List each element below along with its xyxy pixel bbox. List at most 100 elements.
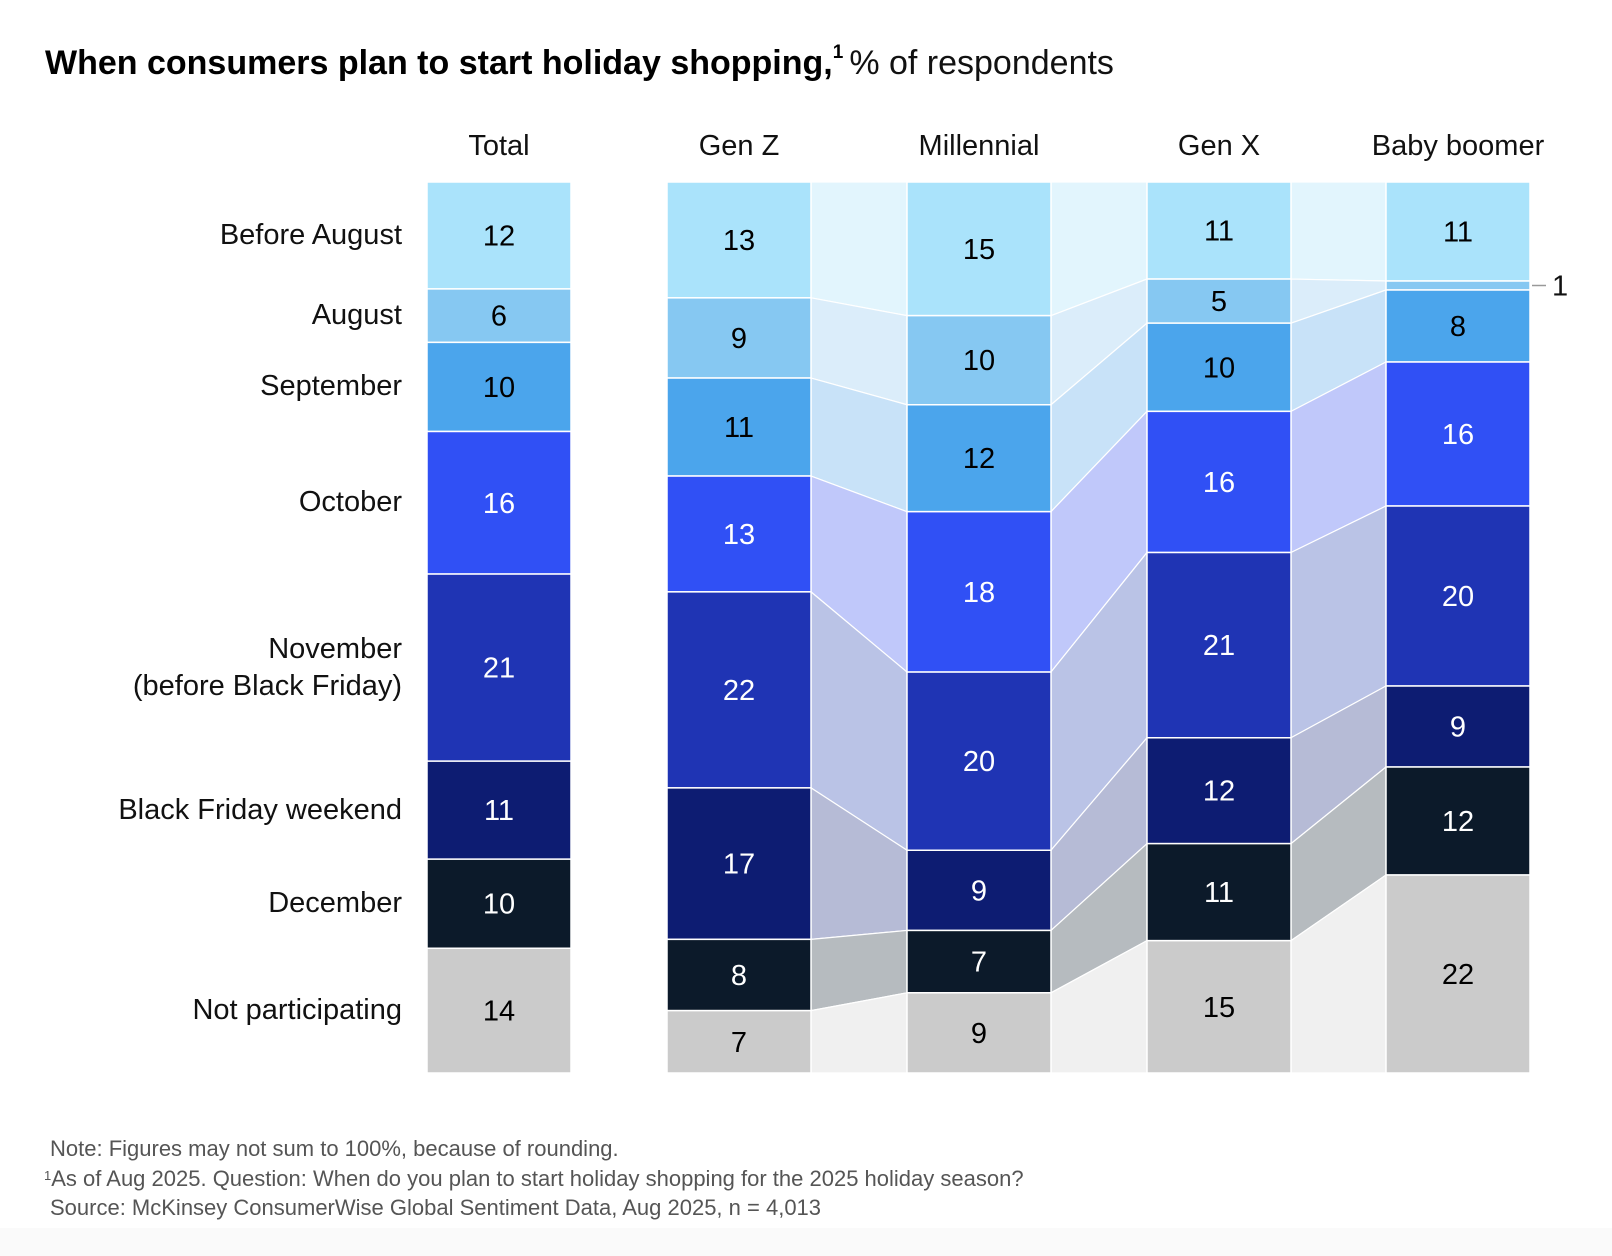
bar-segment [906,671,1052,851]
bar-segment [906,510,1052,673]
value-labels: 12 6 10 16 21 11 10 14 13 9 11 13 22 17 8 7 15 10 12 18 20 9 7… [483,216,1474,1059]
value-label: 13 [723,519,755,551]
bar-segment [666,297,812,379]
connector-band [1290,181,1387,282]
value-label: 11 [484,795,514,827]
value-label: 10 [963,345,995,377]
value-label: 14 [483,996,515,1028]
value-label: 5 [1211,286,1227,318]
bar-segment [1385,874,1531,1074]
bar-segment [426,760,572,860]
page-bottom-band [0,1228,1612,1256]
row-label: December [268,887,402,920]
column-header: Baby boomer [1371,130,1545,162]
bar-segment [666,787,812,941]
value-label: 22 [1442,959,1474,991]
value-label: 11 [1443,217,1473,249]
value-label: 6 [491,301,507,333]
row-label: October [298,486,402,519]
value-label: 16 [483,488,515,520]
bar-segment [1146,737,1292,845]
column-header: Gen Z [698,130,780,162]
value-label: 18 [963,577,995,609]
value-label: 15 [963,234,995,266]
chart-subtitle: % of respondents [849,44,1114,82]
bar-segment [906,404,1052,513]
bar-segment [1146,939,1292,1074]
column-header: Gen X [1177,130,1261,162]
bar-segment [906,929,1052,994]
value-label: 10 [483,372,515,404]
bar-segment [1385,766,1531,876]
bar-segment [426,858,572,950]
column-header: Total [468,130,530,162]
chart-title: When consumers plan to start holiday sho… [45,42,1114,83]
title-footnote-mark: 1 [832,42,844,63]
value-label: 20 [963,746,995,778]
bar-segment [666,377,812,477]
callouts: 1 [1532,271,1568,303]
row-label: Black Friday weekend [118,793,402,826]
value-label: 11 [724,412,754,444]
bar-segment [1146,181,1292,280]
row-label: August [311,299,402,332]
bar-segment [666,475,812,593]
value-label: 7 [971,947,987,979]
bar-segment [906,314,1052,406]
value-label: 9 [731,323,747,355]
value-label: 16 [1203,467,1235,499]
value-label: 20 [1442,581,1474,613]
bar-segment [906,992,1052,1074]
footer-footnote-mark: 1 [44,1168,52,1183]
bar-segment [426,341,572,433]
value-label: 9 [971,875,987,907]
bar-segment [426,573,572,762]
callout-label: 1 [1552,271,1568,303]
value-label: 8 [1450,311,1466,343]
value-label: 12 [483,220,515,252]
value-label: 10 [483,889,515,921]
value-label: 11 [1204,216,1234,248]
value-label: 21 [1203,630,1235,662]
value-label: 9 [1450,712,1466,744]
value-label: 8 [731,960,747,992]
value-label: 22 [723,675,755,707]
value-label: 16 [1442,419,1474,451]
footer-footnote-text: As of Aug 2025. Question: When do you pl… [51,1166,1024,1191]
chart-title-main: When consumers plan to start holiday sho… [45,44,833,82]
value-label: 15 [1203,992,1235,1024]
footer-footnote: 1As of Aug 2025. Question: When do you p… [44,1166,1024,1192]
bar-segment [666,1009,812,1074]
row-label: Not participating [192,994,402,1027]
bar-segment [1385,280,1531,291]
value-label: 13 [723,225,755,257]
bar-segment [1146,842,1292,942]
column-header: Millennial [918,130,1040,162]
value-label: 12 [1442,806,1474,838]
value-label: 12 [1203,776,1235,808]
bar-segment [1146,410,1292,554]
value-label: 9 [971,1018,987,1050]
bar-segment [426,181,572,290]
connector-bands [810,181,1387,1074]
footer-source: Source: McKinsey ConsumerWise Global Sen… [50,1195,822,1220]
bar-segment [666,938,812,1012]
row-label: September [260,370,402,403]
value-label: 10 [1203,352,1235,384]
bar-segment [426,947,572,1074]
bar-segment [426,288,572,344]
footer-note: Note: Figures may not sum to 100%, becau… [50,1136,619,1161]
bar-segment [1385,181,1531,282]
value-label: 11 [1204,877,1234,909]
bar-segment [426,430,572,575]
row-label: Before August [219,218,402,251]
connector-band [810,181,908,317]
row-label: November (before Black Friday) [132,632,402,702]
bar-segment [666,181,812,299]
bar-segment [1146,322,1292,413]
bar-segment [1385,685,1531,768]
value-label: 17 [723,849,755,881]
bar-segment [1385,289,1531,363]
value-label: 12 [963,443,995,475]
